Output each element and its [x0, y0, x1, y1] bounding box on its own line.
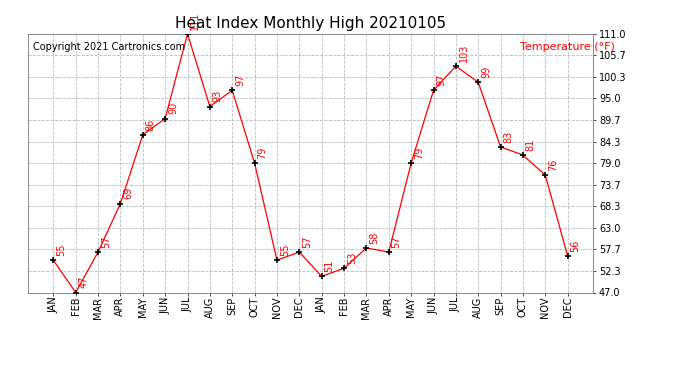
Title: Heat Index Monthly High 20210105: Heat Index Monthly High 20210105	[175, 16, 446, 31]
Text: 76: 76	[548, 159, 558, 171]
Text: 97: 97	[436, 74, 446, 86]
Text: 55: 55	[56, 243, 66, 256]
Text: 69: 69	[124, 187, 133, 200]
Text: Copyright 2021 Cartronics.com: Copyright 2021 Cartronics.com	[33, 42, 186, 51]
Text: 93: 93	[213, 90, 223, 102]
Text: 57: 57	[391, 236, 402, 248]
Text: 83: 83	[504, 130, 513, 143]
Text: 97: 97	[235, 74, 245, 86]
Text: 79: 79	[257, 147, 267, 159]
Text: 86: 86	[146, 118, 155, 130]
Text: 57: 57	[101, 236, 111, 248]
Text: 99: 99	[481, 66, 491, 78]
Text: 58: 58	[369, 231, 380, 244]
Text: 79: 79	[414, 147, 424, 159]
Text: 57: 57	[302, 236, 312, 248]
Text: 55: 55	[279, 243, 290, 256]
Text: 51: 51	[324, 260, 335, 272]
Text: 53: 53	[347, 252, 357, 264]
Text: 103: 103	[459, 44, 469, 62]
Text: 81: 81	[526, 139, 535, 151]
Text: 90: 90	[168, 102, 178, 114]
Text: Temperature (°F): Temperature (°F)	[520, 42, 615, 51]
Text: 111: 111	[190, 11, 200, 30]
Text: 47: 47	[79, 276, 88, 288]
Text: 56: 56	[571, 240, 580, 252]
